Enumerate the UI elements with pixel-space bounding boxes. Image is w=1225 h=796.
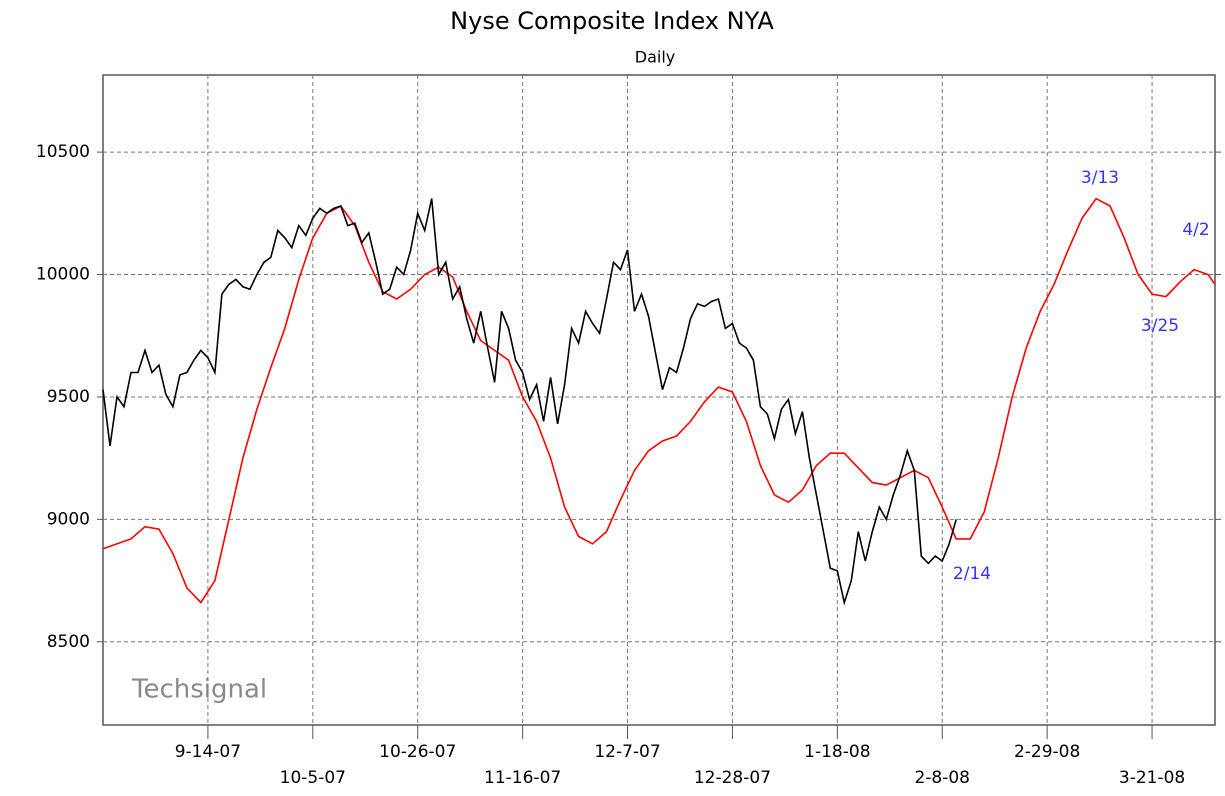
- x-tick-label: 12-28-07: [694, 768, 771, 788]
- annotations: 3/13 4/2 3/25 2/14: [953, 168, 1210, 584]
- x-tick-label: 12-7-07: [594, 742, 660, 762]
- x-tick-label: 3-21-08: [1119, 768, 1185, 788]
- x-tick-label: 11-16-07: [484, 768, 561, 788]
- y-tick-label: 10000: [36, 265, 90, 285]
- x-tick-label: 10-26-07: [379, 742, 456, 762]
- annotation: 3/25: [1141, 316, 1179, 336]
- y-tick-label: 9500: [47, 387, 90, 407]
- chart-subtitle: Daily: [635, 48, 675, 67]
- x-tick-label: 9-14-07: [175, 742, 241, 762]
- y-tick-label: 10500: [36, 142, 90, 162]
- x-tick-label: 1-18-08: [804, 742, 870, 762]
- plot-frame: [102, 74, 1216, 726]
- x-tick-label: 2-29-08: [1014, 742, 1080, 762]
- annotation: 3/13: [1081, 168, 1119, 188]
- y-tick-label: 8500: [47, 632, 90, 652]
- watermark: Techsignal: [131, 675, 267, 705]
- chart-title: Nyse Composite Index NYA: [450, 7, 774, 35]
- x-tick-label: 10-5-07: [280, 768, 346, 788]
- annotation: 4/2: [1182, 220, 1209, 240]
- line-series: [102, 198, 957, 606]
- x-tick-label: 2-8-08: [914, 768, 970, 788]
- annotation: 2/14: [953, 564, 991, 584]
- y-tick-label: 9000: [47, 509, 90, 529]
- line-series: [102, 197, 1216, 604]
